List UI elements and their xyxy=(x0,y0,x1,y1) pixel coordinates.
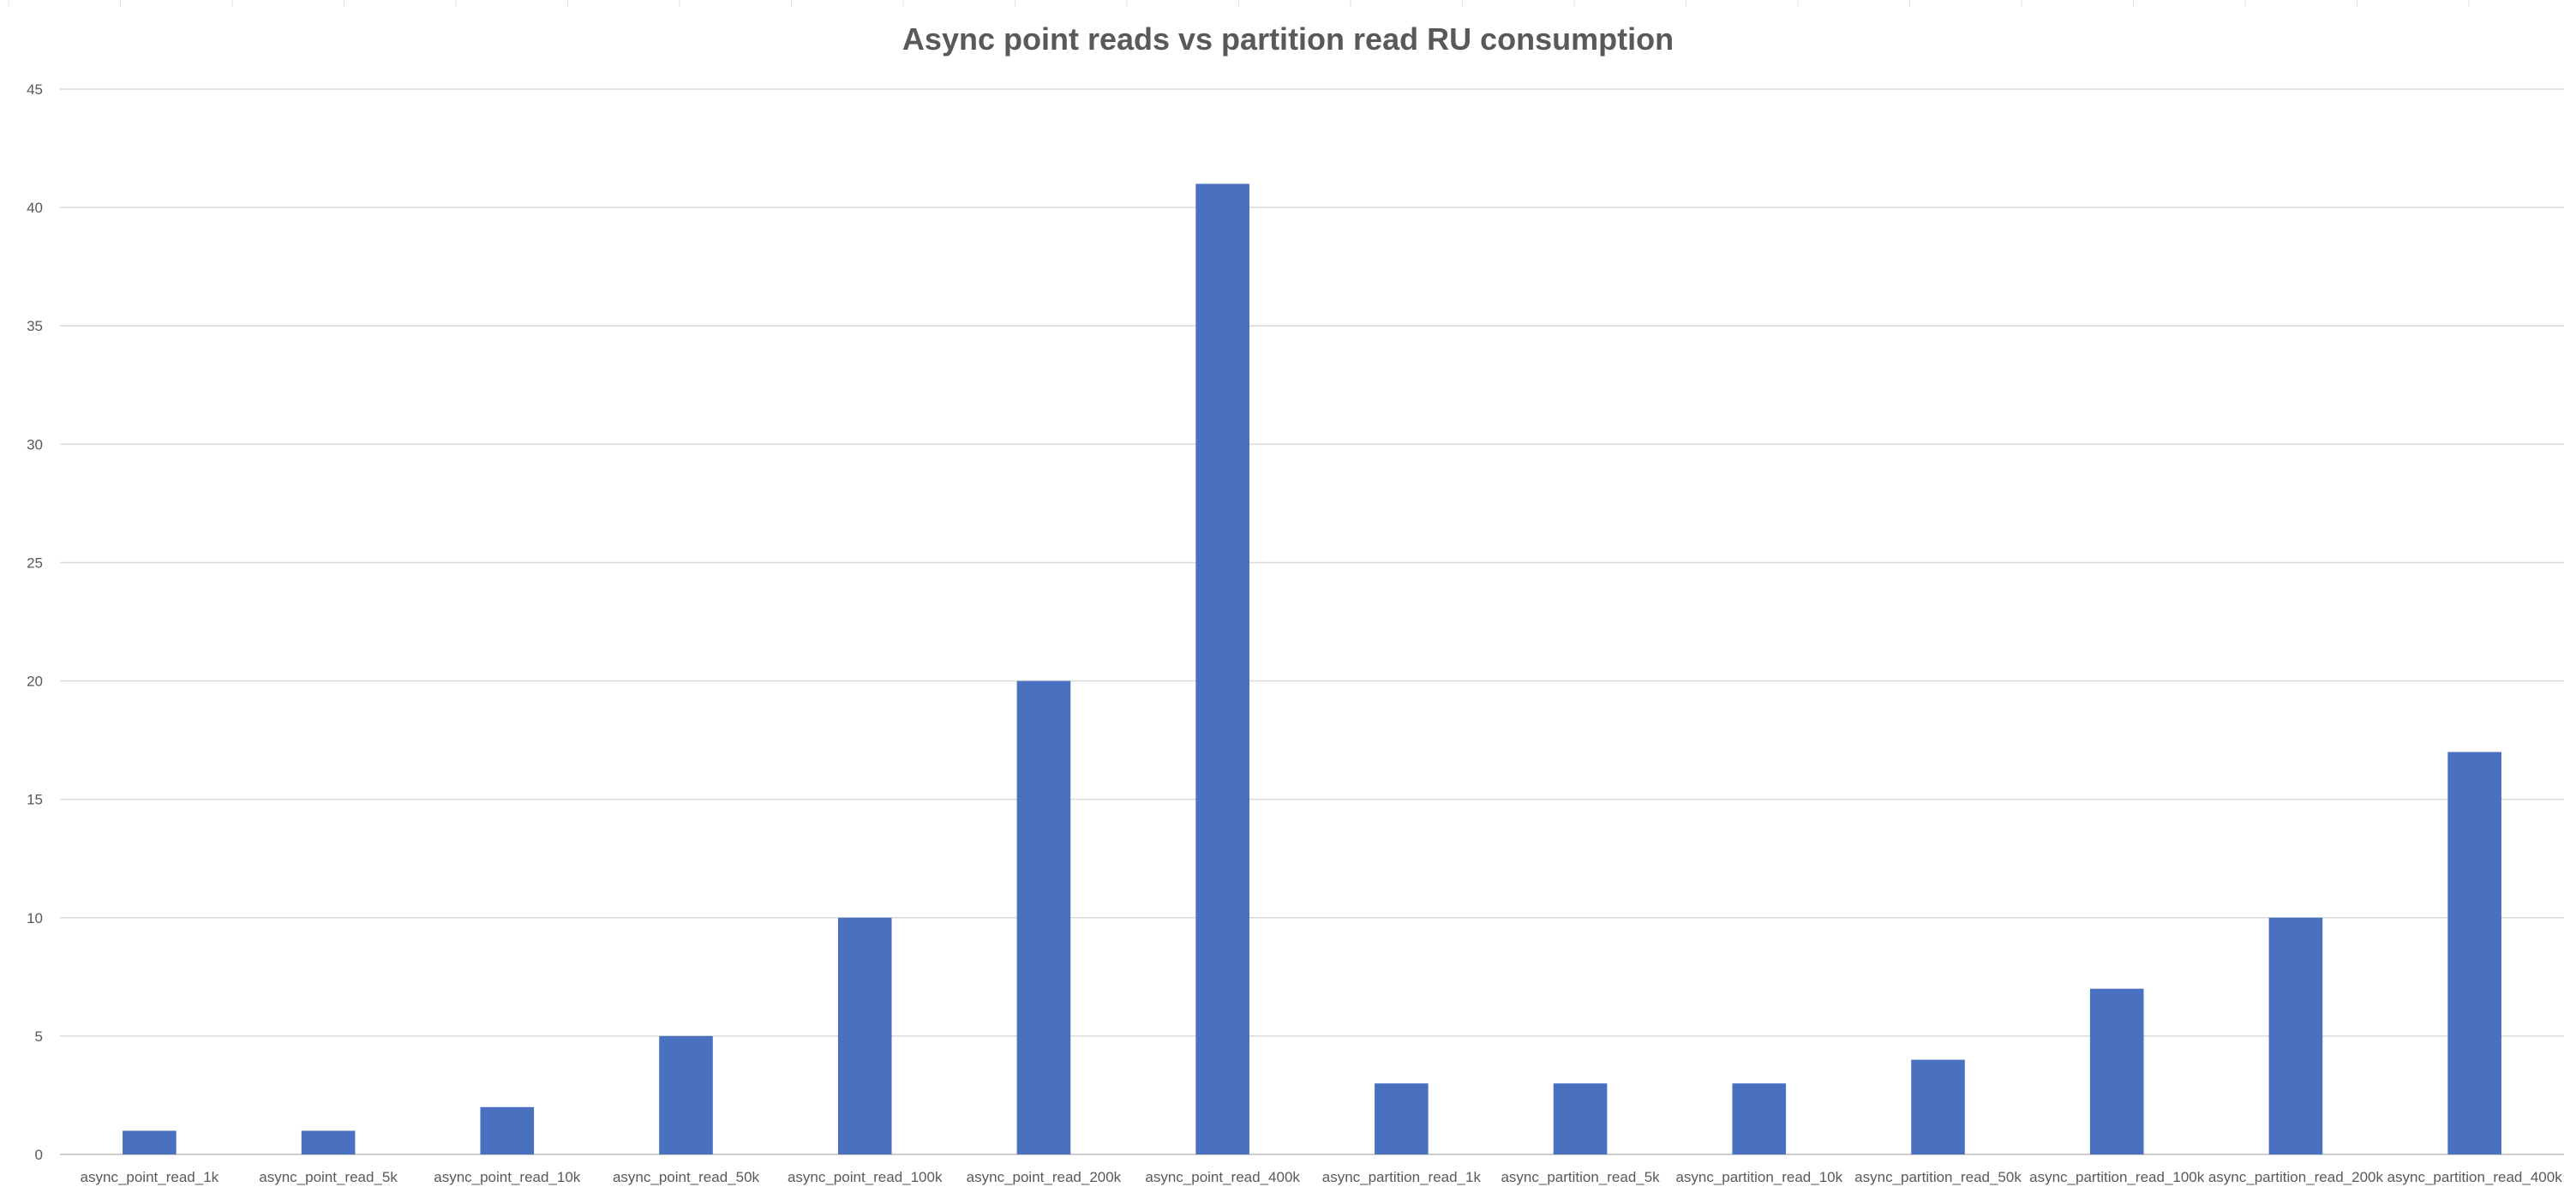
x-category-label: async_point_read_200k xyxy=(967,1169,1122,1185)
bars xyxy=(123,183,2501,1154)
y-tick-label: 30 xyxy=(27,436,43,453)
bar-async_point_read_10k xyxy=(480,1106,535,1154)
x-category-label: async_partition_read_10k xyxy=(1675,1169,1842,1185)
bar-async_point_read_50k xyxy=(659,1035,713,1154)
y-tick-label: 5 xyxy=(35,1028,43,1045)
x-axis-category-labels: async_point_read_1k async_point_read_5k as… xyxy=(81,1169,2563,1185)
bar-async_point_read_200k xyxy=(1016,680,1071,1154)
x-category-label: async_point_read_400k xyxy=(1145,1169,1300,1185)
spreadsheet-cell-lines xyxy=(8,0,2470,7)
bar-async_point_read_1k xyxy=(123,1130,177,1154)
y-axis-ticks: 0 5 10 15 20 25 30 35 40 45 xyxy=(27,81,43,1163)
y-tick-label: 35 xyxy=(27,318,43,334)
bar-async_partition_read_1k xyxy=(1375,1083,1429,1154)
y-tick-label: 45 xyxy=(27,81,43,98)
x-category-label: async_point_read_1k xyxy=(81,1169,219,1185)
bar-async_partition_read_100k xyxy=(2089,988,2144,1154)
y-tick-label: 10 xyxy=(27,910,43,926)
x-category-label: async_partition_read_100k xyxy=(2029,1169,2205,1185)
y-tick-label: 20 xyxy=(27,674,43,690)
bar-async_partition_read_50k xyxy=(1911,1059,1965,1154)
y-tick-label: 15 xyxy=(27,792,43,808)
chart-title: Async point reads vs partition read RU c… xyxy=(902,21,1674,57)
bar-async_point_read_100k xyxy=(837,917,892,1154)
x-category-label: async_point_read_50k xyxy=(613,1169,760,1185)
bar-async_partition_read_200k xyxy=(2268,917,2323,1154)
y-tick-label: 25 xyxy=(27,555,43,571)
bar-async_point_read_5k xyxy=(301,1130,356,1154)
y-tick-label: 0 xyxy=(35,1147,43,1163)
x-category-label: async_point_read_5k xyxy=(259,1169,398,1185)
bar-async_point_read_400k xyxy=(1195,183,1249,1154)
gridlines xyxy=(60,88,2564,1155)
x-category-label: async_partition_read_50k xyxy=(1854,1169,2022,1185)
x-category-label: async_point_read_10k xyxy=(434,1169,581,1185)
bar-async_partition_read_5k xyxy=(1553,1083,1608,1154)
x-category-label: async_partition_read_200k xyxy=(2208,1169,2384,1185)
bar-async_partition_read_10k xyxy=(1732,1083,1787,1154)
y-tick-label: 40 xyxy=(27,200,43,216)
bar-async_partition_read_400k xyxy=(2447,752,2501,1154)
x-category-label: async_partition_read_400k xyxy=(2387,1169,2563,1185)
x-category-label: async_partition_read_5k xyxy=(1501,1169,1660,1185)
x-category-label: async_point_read_100k xyxy=(788,1169,943,1185)
x-category-label: async_partition_read_1k xyxy=(1322,1169,1482,1185)
